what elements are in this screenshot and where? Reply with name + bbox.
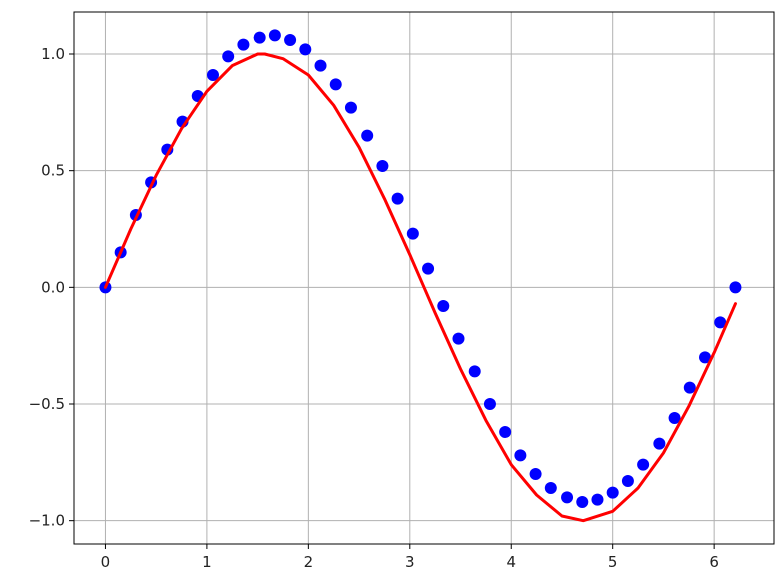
- data-point: [329, 78, 342, 91]
- data-point: [406, 227, 419, 240]
- data-point: [468, 365, 481, 378]
- data-point: [544, 482, 557, 494]
- y-tick-label: 0.5: [41, 162, 65, 180]
- data-point: [391, 192, 404, 205]
- y-tick-label: 0.0: [41, 278, 65, 296]
- data-point: [668, 412, 681, 424]
- data-point: [576, 496, 589, 508]
- axes-frame: [73, 11, 775, 545]
- data-point: [499, 426, 512, 438]
- data-point: [237, 38, 250, 51]
- data-point: [714, 316, 727, 329]
- x-tick-label: 5: [608, 553, 618, 571]
- data-point: [637, 458, 650, 471]
- data-point: [729, 281, 742, 294]
- data-point: [222, 50, 235, 63]
- data-point: [376, 160, 389, 172]
- data-point: [422, 262, 435, 275]
- data-point: [253, 31, 266, 44]
- data-point: [314, 59, 327, 72]
- data-point: [606, 486, 619, 499]
- x-tick-label: 4: [506, 553, 516, 571]
- data-point: [591, 493, 604, 506]
- data-point: [653, 437, 666, 450]
- y-tick-label: −0.5: [29, 395, 65, 413]
- data-point: [452, 332, 465, 345]
- x-tick-label: 3: [405, 553, 415, 571]
- data-point: [483, 398, 496, 410]
- y-tick-label: 1.0: [41, 45, 65, 63]
- data-point: [361, 129, 374, 142]
- y-tick-label: −1.0: [29, 512, 65, 530]
- data-point: [284, 34, 297, 46]
- x-tick-label: 0: [101, 553, 111, 571]
- series-line: [103, 52, 737, 523]
- x-tick-label: 2: [304, 553, 314, 571]
- data-point: [344, 101, 357, 114]
- data-point: [699, 351, 712, 364]
- tick-marks: [69, 53, 715, 549]
- x-tick-label: 6: [709, 553, 719, 571]
- tick-labels: 0 1 2 3 4 5 6 −1.0 −0.5 0.0 0.5 1.0: [29, 45, 719, 571]
- data-point: [529, 468, 542, 480]
- data-point: [299, 43, 312, 56]
- data-point: [437, 300, 450, 312]
- data-point: [268, 29, 281, 42]
- grid-lines: [74, 12, 774, 544]
- data-point: [561, 491, 574, 504]
- x-tick-label: 1: [202, 553, 212, 571]
- data-point: [514, 449, 527, 462]
- data-point: [621, 475, 634, 487]
- plot-area: [99, 29, 742, 523]
- data-point: [683, 381, 696, 394]
- data-point: [206, 69, 219, 81]
